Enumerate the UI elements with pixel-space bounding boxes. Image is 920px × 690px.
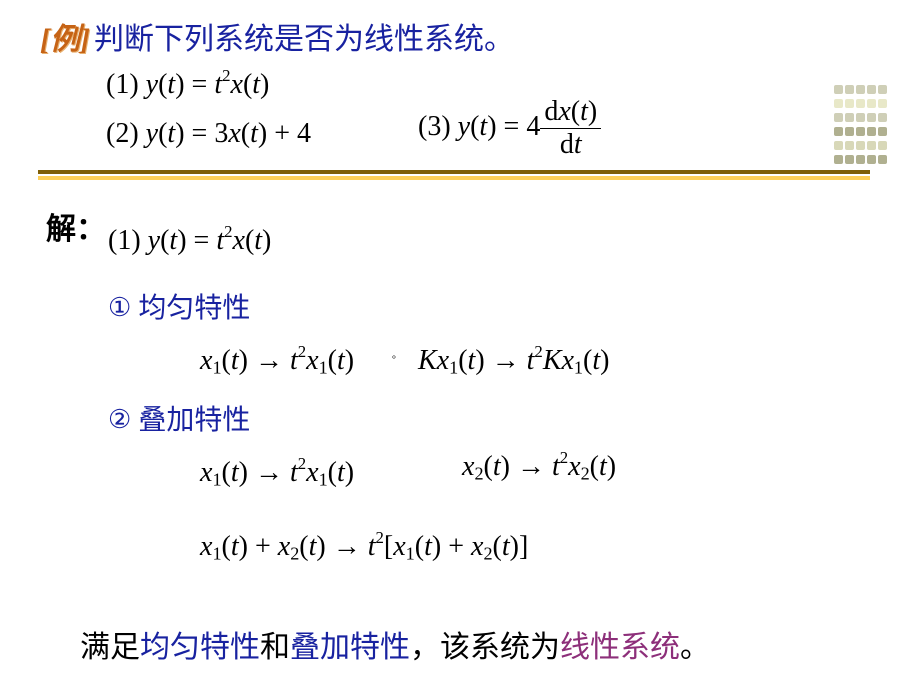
step2b: x2(t) → t2x2(t) — [462, 448, 616, 484]
question-text: 判断下列系统是否为线性系统。 — [94, 23, 514, 56]
concl-t6: 线性系统 — [560, 631, 680, 664]
concl-t1: 满足 — [80, 631, 140, 664]
concl-t3: 和 — [260, 631, 290, 664]
eq2: (2) y(t) = 3x(t) + 4 — [106, 118, 311, 150]
prop1-row: ① 均匀特性 — [108, 286, 250, 326]
circ2: ② — [108, 405, 131, 434]
concl-t4: 叠加特性 — [290, 631, 410, 664]
decor-bullets — [833, 84, 888, 168]
slide-page: [例] 判断下列系统是否为线性系统。 (1) y(t) = t2x(t) (2)… — [0, 0, 920, 690]
prop2-row: ② 叠加特性 — [108, 398, 250, 438]
step2c: x1(t) + x2(t) → t2[x1(t) + x2(t)] — [200, 528, 528, 564]
eq1: (1) y(t) = t2x(t) — [106, 66, 269, 101]
ruler-light — [38, 176, 870, 180]
header-row: [例] 判断下列系统是否为线性系统。 — [40, 14, 514, 58]
step2a: x1(t) → t2x1(t) — [200, 454, 354, 490]
step1b: Kx1(t) → t2Kx1(t) — [418, 342, 609, 378]
eq3: (3) y(t) = 4dx(t)dt — [418, 98, 601, 159]
example-label: [例] — [40, 23, 90, 56]
ruler-dark — [38, 170, 870, 174]
concl-t7: 。 — [680, 631, 710, 664]
concl-t5: ，该系统为 — [410, 631, 560, 664]
conclusion: 满足均匀特性和叠加特性，该系统为线性系统。 — [80, 622, 710, 666]
prop1-label: 均匀特性 — [138, 293, 250, 324]
step1a: x1(t) → t2x1(t) — [200, 342, 354, 378]
concl-t2: 均匀特性 — [140, 631, 260, 664]
period-dot: 。 — [392, 346, 402, 361]
prop2-label: 叠加特性 — [138, 405, 250, 436]
circ1: ① — [108, 293, 131, 322]
solve-label: 解： — [46, 204, 106, 248]
sol-eq1: (1) y(t) = t2x(t) — [108, 222, 271, 257]
